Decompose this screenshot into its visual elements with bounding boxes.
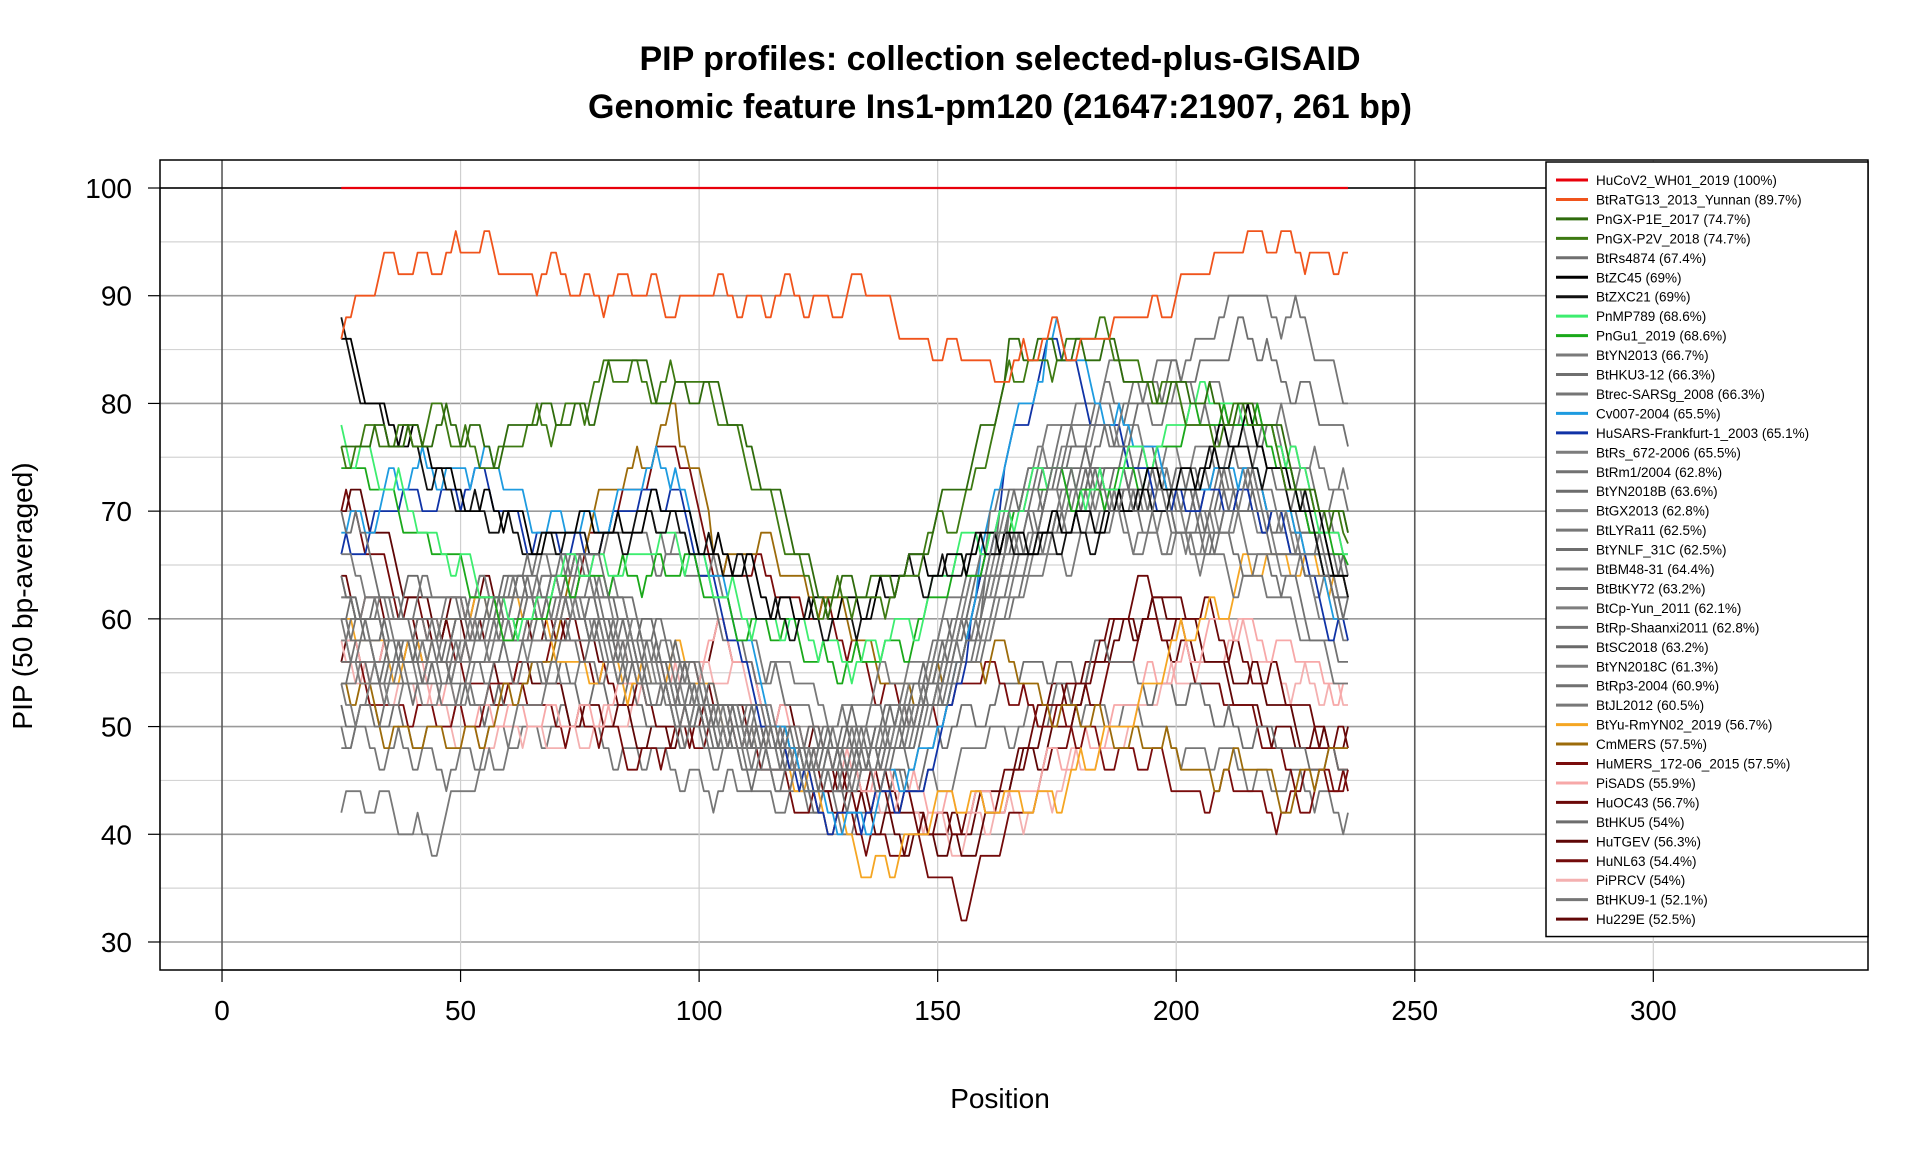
legend-entry-label: PnGX-P1E_2017 (74.7%): [1596, 212, 1751, 227]
legend-entry-label: BtRaTG13_2013_Yunnan (89.7%): [1596, 192, 1802, 207]
series-line-cmmers: [341, 402, 1348, 814]
x-tick-label: 300: [1630, 995, 1677, 1026]
legend-entry-label: BtYN2018C (61.3%): [1596, 659, 1718, 674]
legend-entry-label: BtLYRa11 (62.5%): [1596, 523, 1707, 538]
legend-entry-label: PnMP789 (68.6%): [1596, 309, 1706, 324]
legend-entry-label: Cv007-2004 (65.5%): [1596, 406, 1721, 421]
y-tick-label: 70: [101, 496, 132, 527]
x-tick-label: 100: [676, 995, 723, 1026]
legend-entry-label: Btrec-SARSg_2008 (66.3%): [1596, 387, 1765, 402]
x-tick-label: 150: [914, 995, 961, 1026]
series-line-btrs4874: [340, 467, 1348, 793]
legend-entry-label: BtBM48-31 (64.4%): [1596, 562, 1715, 577]
series-line-pnmp789: [340, 381, 1348, 685]
series-line-btzxc21: [340, 317, 1349, 642]
chart-subtitle: Genomic feature Ins1-pm120 (21647:21907,…: [588, 88, 1412, 126]
y-tick-label: 40: [101, 819, 132, 850]
legend-entry-label: BtRp3-2004 (60.9%): [1596, 679, 1719, 694]
legend-box: [1545, 161, 1869, 938]
legend-entry-label: BtRs4874 (67.4%): [1596, 251, 1706, 266]
legend-entry-label: BtYu-RmYN02_2019 (56.7%): [1596, 718, 1772, 733]
legend-entry-label: PnGu1_2019 (68.6%): [1596, 329, 1727, 344]
legend-entry-label: HuSARS-Frankfurt-1_2003 (65.1%): [1596, 426, 1809, 441]
legend-entry-label: BtBtKY72 (63.2%): [1596, 581, 1706, 596]
legend-entry-label: BtCp-Yun_2011 (62.1%): [1596, 601, 1741, 616]
legend-entry-label: Hu229E (52.5%): [1596, 912, 1696, 927]
legend-entry-label: PiSADS (55.9%): [1596, 776, 1696, 791]
series-line-pngu1-2019: [341, 402, 1349, 685]
legend-entry-label: BtZXC21 (69%): [1596, 290, 1691, 305]
series-line-pngx-p2v-2018: [340, 316, 1349, 620]
legend-entry-label: PiPRCV (54%): [1596, 873, 1685, 888]
legend-entry-label: HuNL63 (54.4%): [1596, 854, 1697, 869]
y-tick-label: 90: [101, 281, 132, 312]
y-tick-label: 50: [101, 712, 132, 743]
series-lines: [340, 186, 1349, 922]
y-axis: 30 40 50 60 70 80 90 100: [85, 173, 161, 958]
legend-entry-label: BtJL2012 (60.5%): [1596, 698, 1704, 713]
x-axis-label: Position: [950, 1083, 1050, 1114]
legend-entry-label: BtGX2013 (62.8%): [1596, 504, 1709, 519]
legend-entry-label: BtRs_672-2006 (65.5%): [1596, 445, 1741, 460]
legend-entry-label: BtRp-Shaanxi2011 (62.8%): [1596, 620, 1759, 635]
y-tick-label: 30: [101, 927, 132, 958]
legend-entry-label: HuMERS_172-06_2015 (57.5%): [1596, 757, 1790, 772]
legend-entry-label: BtRm1/2004 (62.8%): [1596, 465, 1722, 480]
chart-title: PIP profiles: collection selected-plus-G…: [639, 40, 1360, 78]
legend-entry-label: BtZC45 (69%): [1596, 270, 1682, 285]
legend-entry-label: BtYN2013 (66.7%): [1596, 348, 1709, 363]
legend-entry-label: BtSC2018 (63.2%): [1596, 640, 1709, 655]
legend-entry-label: HuTGEV (56.3%): [1596, 834, 1701, 849]
legend-entry-label: CmMERS (57.5%): [1596, 737, 1707, 752]
x-tick-label: 250: [1391, 995, 1438, 1026]
legend-entry-label: BtHKU3-12 (66.3%): [1596, 368, 1715, 383]
y-tick-label: 80: [101, 388, 132, 419]
legend-entry-label: BtYN2018B (63.6%): [1596, 484, 1718, 499]
legend-entry-label: BtYNLF_31C (62.5%): [1596, 543, 1727, 558]
series-line-btratg13-2013-yunnan: [340, 230, 1348, 383]
x-tick-label: 0: [214, 995, 230, 1026]
legend-entry-label: BtHKU5 (54%): [1596, 815, 1685, 830]
series-line-pngx-p1e-2017: [341, 337, 1349, 620]
legend-entry-label: BtHKU9-1 (52.1%): [1596, 893, 1708, 908]
legend-entry-label: HuOC43 (56.7%): [1596, 795, 1700, 810]
y-tick-label: 100: [85, 173, 132, 204]
legend-entry-label: HuCoV2_WH01_2019 (100%): [1596, 173, 1777, 188]
x-axis: 0 50 100 150 200 250 300: [214, 969, 1677, 1026]
y-axis-label: PIP (50 bp-averaged): [7, 462, 38, 729]
legend-entry-label: PnGX-P2V_2018 (74.7%): [1596, 231, 1751, 246]
legend: HuCoV2_WH01_2019 (100%) BtRaTG13_2013_Yun…: [1545, 161, 1869, 938]
y-tick-label: 60: [101, 604, 132, 635]
x-tick-label: 50: [445, 995, 476, 1026]
x-tick-label: 200: [1153, 995, 1200, 1026]
